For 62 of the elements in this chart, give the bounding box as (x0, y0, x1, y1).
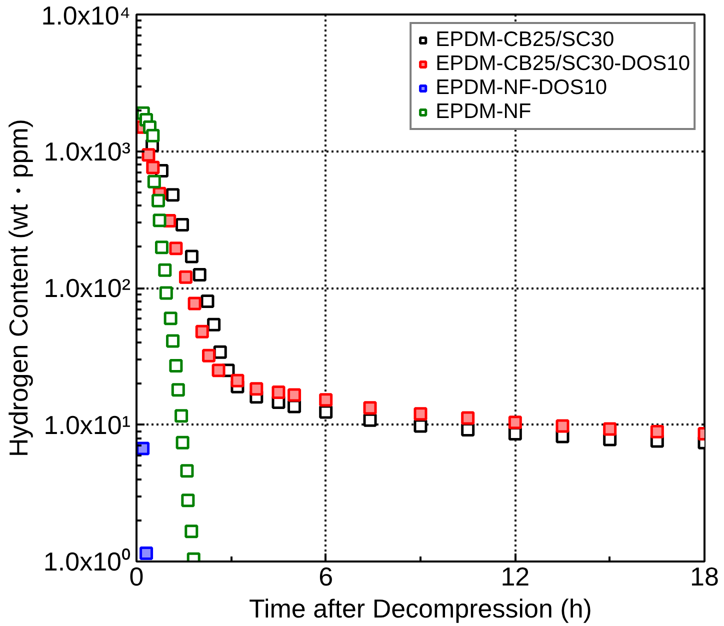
y-axis-title: Hydrogen Content (wt・ppm) (3, 118, 34, 458)
y-tick-label: 1.0x10³ (44, 136, 131, 166)
point (212, 364, 226, 378)
point (181, 494, 195, 508)
point (200, 294, 214, 308)
point (288, 388, 302, 402)
point (230, 374, 244, 388)
legend-label: EPDM-CB25/SC30 (436, 28, 614, 52)
x-tick-label: 6 (318, 562, 334, 592)
x-tick-label: 18 (690, 562, 719, 592)
legend-label: EPDM-NF-DOS10 (436, 76, 608, 100)
point (213, 345, 227, 359)
point (188, 296, 202, 310)
point (169, 359, 183, 373)
point (202, 348, 216, 362)
x-tick-label: 12 (500, 562, 530, 592)
point (250, 382, 264, 396)
point (176, 436, 190, 450)
point (178, 270, 192, 284)
point (154, 240, 168, 254)
point (508, 416, 522, 430)
y-tick-label: 1.0x10⁰ (43, 546, 131, 576)
point (142, 148, 156, 162)
point (195, 324, 209, 338)
x-axis-title: Time after Decompression (h) (249, 594, 592, 624)
point (164, 312, 178, 326)
point (146, 160, 160, 174)
point (158, 263, 172, 277)
point (207, 318, 221, 332)
point (152, 214, 166, 228)
point (146, 128, 160, 142)
y-tick-label: 1.0x10² (44, 273, 131, 303)
point (174, 409, 188, 423)
point (363, 413, 377, 427)
point (169, 242, 183, 256)
point (159, 286, 173, 300)
point (319, 405, 333, 419)
point (363, 401, 377, 415)
point (152, 194, 166, 208)
point (414, 407, 428, 421)
point (272, 385, 286, 399)
point (319, 393, 333, 407)
point (192, 268, 206, 282)
x-tick-label: 0 (129, 562, 144, 592)
legend-label: EPDM-NF (436, 100, 532, 124)
point (166, 334, 180, 348)
point (556, 419, 570, 433)
point (184, 250, 198, 264)
point (603, 422, 617, 436)
point (140, 546, 154, 560)
y-tick-label: 1.0x10¹ (44, 410, 131, 440)
point (184, 524, 198, 538)
y-tick-label: 1.0x10⁴ (41, 0, 131, 30)
point (147, 174, 161, 188)
point (166, 188, 180, 202)
legend-label: EPDM-CB25/SC30-DOS10 (436, 52, 690, 76)
point (650, 424, 664, 438)
point (171, 383, 185, 397)
point (461, 411, 475, 425)
point (180, 464, 194, 478)
point (176, 218, 190, 232)
point (414, 419, 428, 433)
